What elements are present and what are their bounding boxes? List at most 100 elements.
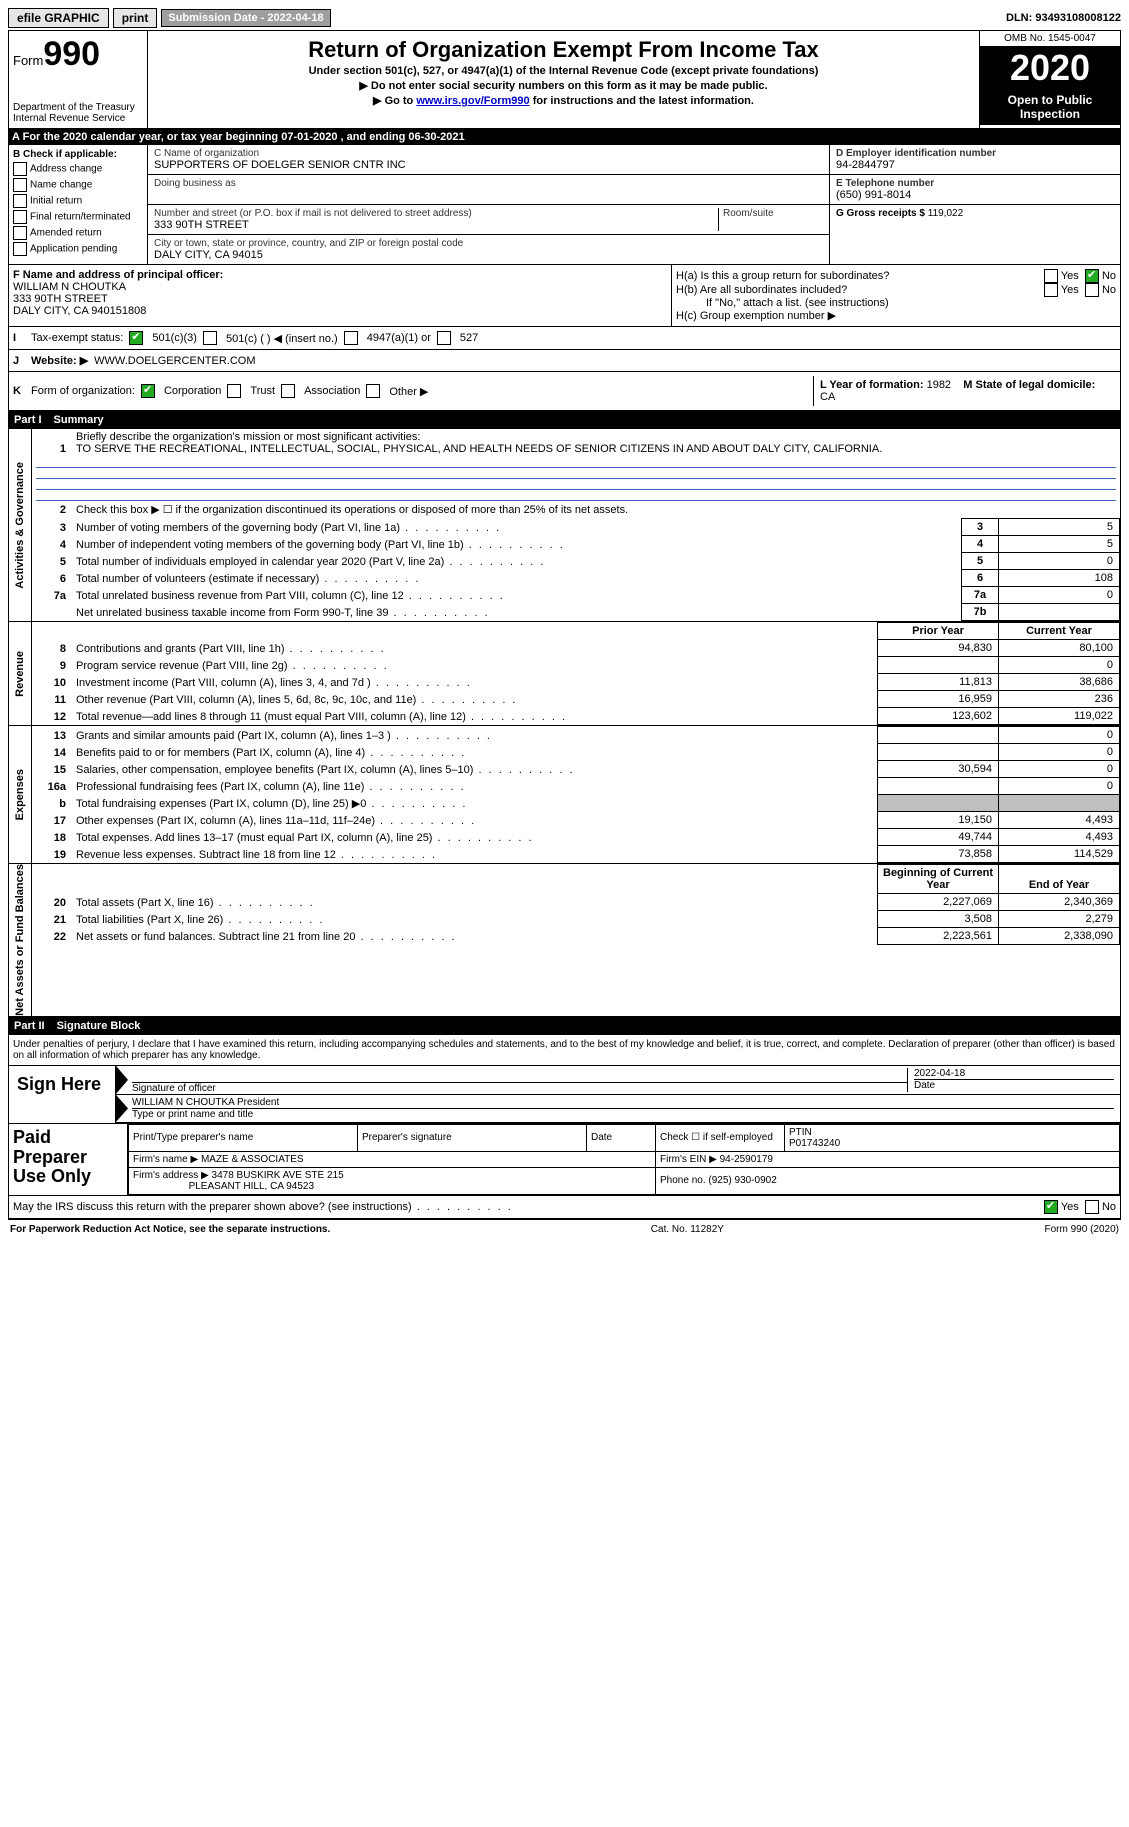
city-value: DALY CITY, CA 94015 bbox=[154, 249, 823, 261]
officer-addr1: 333 90TH STREET bbox=[13, 293, 667, 305]
beginning-year-header: Beginning of Current Year bbox=[878, 865, 999, 894]
form-number: Form990 bbox=[13, 35, 143, 74]
print-button[interactable]: print bbox=[113, 8, 158, 28]
website-value: WWW.DOELGERCENTER.COM bbox=[94, 355, 255, 367]
hb-no-checkbox[interactable] bbox=[1085, 283, 1099, 297]
table-row: 14Benefits paid to or for members (Part … bbox=[32, 744, 1120, 761]
hc-label: H(c) Group exemption number ▶ bbox=[676, 309, 1116, 322]
side-expenses: Expenses bbox=[9, 726, 32, 863]
ha-yes-checkbox[interactable] bbox=[1044, 269, 1058, 283]
form-header: Form990 Department of the Treasury Inter… bbox=[8, 30, 1121, 129]
goto-note: ▶ Go to www.irs.gov/Form990 for instruct… bbox=[152, 94, 975, 107]
form990-link[interactable]: www.irs.gov/Form990 bbox=[416, 95, 529, 107]
initial-return-checkbox[interactable] bbox=[13, 194, 27, 208]
side-netassets: Net Assets or Fund Balances bbox=[9, 864, 32, 1016]
prep-name-label: Print/Type preparer's name bbox=[129, 1124, 358, 1151]
table-row: 5Total number of individuals employed in… bbox=[32, 553, 1120, 570]
table-row: bTotal fundraising expenses (Part IX, co… bbox=[32, 795, 1120, 812]
table-row: 8Contributions and grants (Part VIII, li… bbox=[32, 640, 1120, 657]
part1-header: Part ISummary bbox=[8, 411, 1121, 429]
hb-label: H(b) Are all subordinates included? bbox=[676, 284, 847, 296]
firm-name-label: Firm's name ▶ bbox=[133, 1154, 198, 1165]
table-row: 21Total liabilities (Part X, line 26)3,5… bbox=[32, 911, 1120, 928]
501c3-checkbox[interactable] bbox=[129, 331, 143, 345]
end-year-header: End of Year bbox=[999, 865, 1120, 894]
discuss-question: May the IRS discuss this return with the… bbox=[13, 1201, 513, 1213]
submission-date: Submission Date - 2022-04-18 bbox=[161, 9, 330, 27]
mission-text: TO SERVE THE RECREATIONAL, INTELLECTUAL,… bbox=[76, 443, 882, 455]
hb-yes-checkbox[interactable] bbox=[1044, 283, 1058, 297]
type-name-label: Type or print name and title bbox=[132, 1108, 1114, 1120]
firm-ein: 94-2590179 bbox=[720, 1154, 773, 1165]
row-j-label: J bbox=[13, 355, 25, 367]
name-change-checkbox[interactable] bbox=[13, 178, 27, 192]
phone-label: E Telephone number bbox=[836, 178, 1114, 189]
table-row: 10Investment income (Part VIII, column (… bbox=[32, 674, 1120, 691]
ptin-value: P01743240 bbox=[789, 1138, 840, 1149]
table-row: 22Net assets or fund balances. Subtract … bbox=[32, 928, 1120, 945]
final-return-checkbox[interactable] bbox=[13, 210, 27, 224]
footer: For Paperwork Reduction Act Notice, see … bbox=[8, 1219, 1121, 1239]
firm-phone-label: Phone no. bbox=[660, 1175, 706, 1186]
omb-number: OMB No. 1545-0047 bbox=[980, 31, 1120, 47]
application-pending-checkbox[interactable] bbox=[13, 242, 27, 256]
org-name: SUPPORTERS OF DOELGER SENIOR CNTR INC bbox=[154, 159, 823, 171]
table-row: 11Other revenue (Part VIII, column (A), … bbox=[32, 691, 1120, 708]
ha-no-checkbox[interactable] bbox=[1085, 269, 1099, 283]
arrow-icon bbox=[116, 1095, 128, 1122]
efile-button[interactable]: efile GRAPHIC bbox=[8, 8, 109, 28]
firm-addr-label: Firm's address ▶ bbox=[133, 1170, 209, 1181]
dept-treasury: Department of the Treasury bbox=[13, 102, 143, 113]
city-label: City or town, state or province, country… bbox=[154, 238, 823, 249]
top-bar: efile GRAPHIC print Submission Date - 20… bbox=[8, 8, 1121, 28]
discuss-no-checkbox[interactable] bbox=[1085, 1200, 1099, 1214]
table-row: 13Grants and similar amounts paid (Part … bbox=[32, 727, 1120, 744]
table-row: 18Total expenses. Add lines 13–17 (must … bbox=[32, 829, 1120, 846]
open-public: Open to Public Inspection bbox=[980, 89, 1120, 125]
other-checkbox[interactable] bbox=[366, 384, 380, 398]
table-row: 3Number of voting members of the governi… bbox=[32, 519, 1120, 536]
table-row: 7aTotal unrelated business revenue from … bbox=[32, 587, 1120, 604]
mission-label: Briefly describe the organization's miss… bbox=[76, 431, 420, 443]
officer-addr2: DALY CITY, CA 940151808 bbox=[13, 305, 667, 317]
side-governance: Activities & Governance bbox=[9, 429, 32, 621]
sign-here-label: Sign Here bbox=[9, 1066, 116, 1123]
officer-name: WILLIAM N CHOUTKA bbox=[13, 281, 667, 293]
501c-checkbox[interactable] bbox=[203, 331, 217, 345]
irs-label: Internal Revenue Service bbox=[13, 113, 143, 124]
tax-year: 2020 bbox=[980, 47, 1120, 89]
table-row: 20Total assets (Part X, line 16)2,227,06… bbox=[32, 894, 1120, 911]
current-year-header: Current Year bbox=[999, 623, 1120, 640]
table-row: 15Salaries, other compensation, employee… bbox=[32, 761, 1120, 778]
dba-label: Doing business as bbox=[154, 178, 823, 189]
gross-receipts-label: G Gross receipts $ bbox=[836, 208, 925, 219]
corporation-checkbox[interactable] bbox=[141, 384, 155, 398]
discuss-yes-checkbox[interactable] bbox=[1044, 1200, 1058, 1214]
year-formation-label: L Year of formation: bbox=[820, 379, 924, 391]
q2-text: Check this box ▶ ☐ if the organization d… bbox=[72, 501, 1120, 518]
trust-checkbox[interactable] bbox=[227, 384, 241, 398]
officer-label: F Name and address of principal officer: bbox=[13, 269, 667, 281]
tax-period-row: A For the 2020 calendar year, or tax yea… bbox=[8, 129, 1121, 145]
firm-ein-label: Firm's EIN ▶ bbox=[660, 1154, 717, 1165]
website-label: Website: ▶ bbox=[31, 354, 88, 367]
table-row: 16aProfessional fundraising fees (Part I… bbox=[32, 778, 1120, 795]
dln: DLN: 93493108008122 bbox=[1006, 12, 1121, 24]
amended-return-checkbox[interactable] bbox=[13, 226, 27, 240]
self-employed-check[interactable]: Check ☐ if self-employed bbox=[656, 1124, 785, 1151]
4947-checkbox[interactable] bbox=[344, 331, 358, 345]
org-name-label: C Name of organization bbox=[154, 148, 823, 159]
table-row: 19Revenue less expenses. Subtract line 1… bbox=[32, 846, 1120, 863]
association-checkbox[interactable] bbox=[281, 384, 295, 398]
ptin-label: PTIN bbox=[789, 1127, 812, 1138]
phone-value: (650) 991-8014 bbox=[836, 189, 1114, 201]
row-i-label: I bbox=[13, 332, 25, 344]
hb-note: If "No," attach a list. (see instruction… bbox=[676, 297, 1116, 309]
address-change-checkbox[interactable] bbox=[13, 162, 27, 176]
527-checkbox[interactable] bbox=[437, 331, 451, 345]
table-row: 6Total number of volunteers (estimate if… bbox=[32, 570, 1120, 587]
gross-receipts-value: 119,022 bbox=[928, 208, 963, 219]
arrow-icon bbox=[116, 1066, 128, 1094]
table-row: 4Number of independent voting members of… bbox=[32, 536, 1120, 553]
officer-name-title: WILLIAM N CHOUTKA President bbox=[132, 1097, 1114, 1108]
